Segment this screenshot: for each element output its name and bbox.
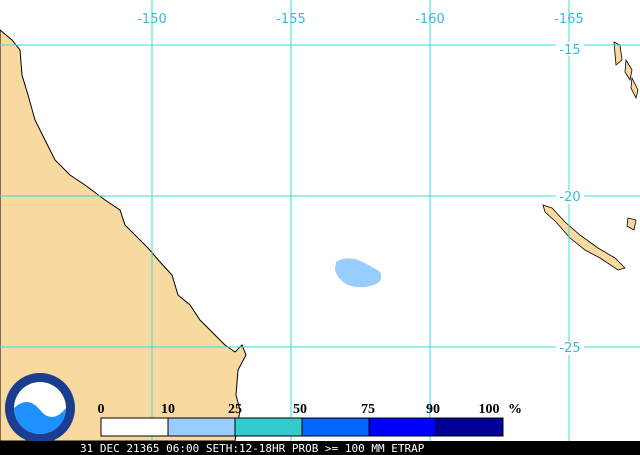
color-box [100, 417, 169, 437]
new-caledonia [542, 204, 626, 271]
legend-unit: % [508, 402, 522, 417]
longitude-label: -165 [554, 12, 584, 27]
color-box [301, 417, 370, 437]
color-box [167, 417, 236, 437]
legend-label: 10 [161, 402, 175, 417]
latitude-label: -15 [559, 43, 580, 58]
logo-text: NOAA [27, 385, 53, 394]
longitude-label: -155 [276, 12, 306, 27]
grid [0, 0, 640, 441]
footer-bar [0, 441, 640, 455]
latitude-label: -25 [559, 341, 580, 356]
color-box [435, 417, 504, 437]
logo-wave [14, 401, 66, 434]
probability-area [335, 258, 382, 288]
legend-label: 90 [426, 402, 440, 417]
legend-label: 75 [361, 402, 375, 417]
legend-label: 0 [98, 402, 105, 417]
color-box [234, 417, 303, 437]
colorbar [100, 417, 504, 437]
noaa-logo: NOAA [5, 373, 75, 443]
australia-land [0, 29, 247, 442]
color-box [368, 417, 437, 437]
label-bg [556, 341, 584, 355]
islands [613, 41, 639, 231]
footer-text: 31 DEC 21365 06:00 SETH:12-18HR PROB >= … [80, 442, 425, 455]
legend-label: 50 [293, 402, 307, 417]
longitude-label: -160 [415, 12, 445, 27]
latitude-label: -20 [559, 190, 580, 205]
longitude-label: -150 [137, 12, 167, 27]
label-bg [556, 190, 584, 204]
label-bg [556, 42, 584, 56]
legend-label: 25 [228, 402, 242, 417]
legend-label: 100 [479, 402, 500, 417]
